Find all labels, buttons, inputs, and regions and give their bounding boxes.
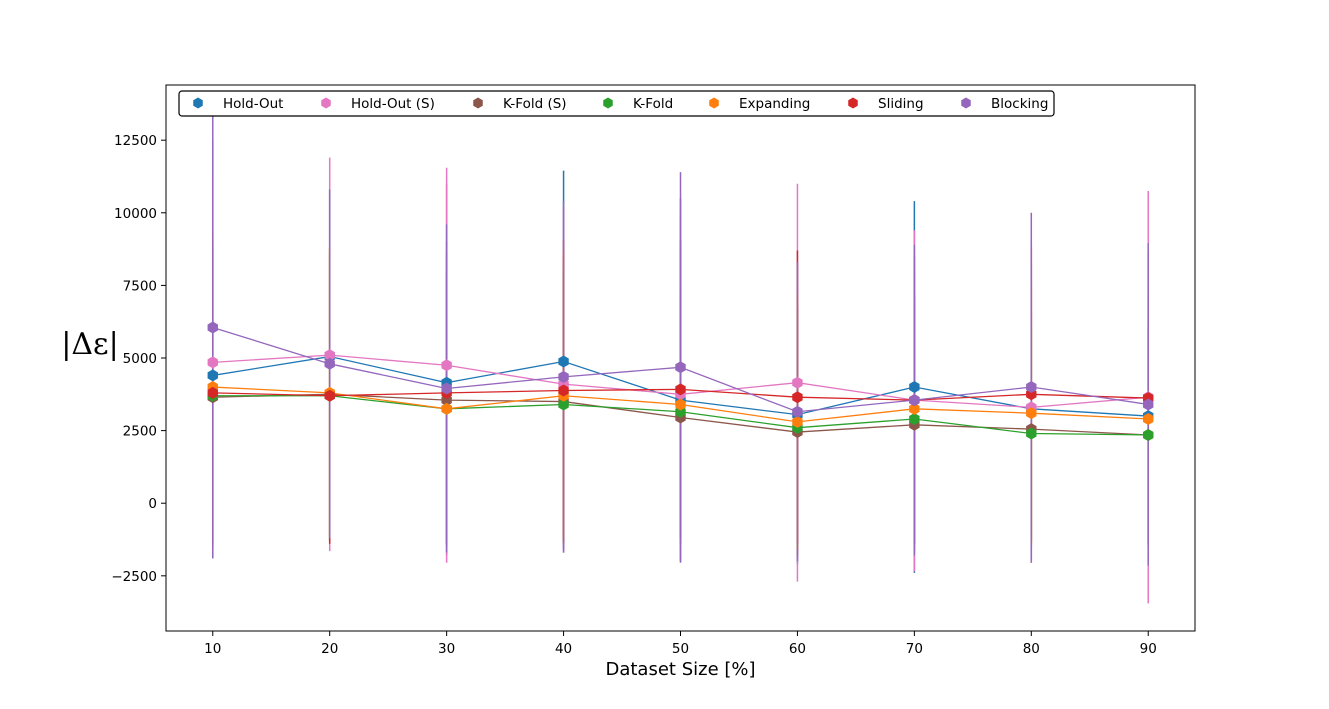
point-k-fold-70 [909, 412, 920, 425]
legend-marker-hold-out-s [321, 97, 331, 109]
y-tick-label--2500: −2500 [111, 569, 157, 585]
point-expanding-60 [792, 415, 803, 428]
y-tick-label-10000: 10000 [114, 206, 157, 222]
legend: Hold-Out Hold-Out (S) K-Fold (S) K-Fold Expa… [178, 90, 1055, 117]
point-hold-out-s-30 [441, 359, 452, 372]
legend-marker-blocking [961, 97, 971, 109]
point-blocking-30 [441, 382, 452, 395]
point-sliding-50 [675, 383, 686, 396]
point-k-fold-90 [1143, 428, 1154, 441]
point-blocking-20 [324, 357, 335, 370]
legend-label-blocking: Blocking [991, 96, 1048, 112]
point-hold-out-10 [207, 369, 218, 382]
legend-marker-hold-out [193, 97, 203, 109]
x-tick-label-80: 80 [1023, 641, 1040, 657]
x-tick-label-60: 60 [789, 641, 806, 657]
point-sliding-40 [558, 384, 569, 397]
point-blocking-40 [558, 370, 569, 383]
point-k-fold-80 [1026, 427, 1037, 440]
point-expanding-30 [441, 402, 452, 415]
x-tick-label-50: 50 [672, 641, 689, 657]
x-tick-label-10: 10 [204, 641, 221, 657]
point-expanding-80 [1026, 407, 1037, 420]
legend-label-hold-out-s: Hold-Out (S) [351, 96, 435, 112]
point-hold-out-s-10 [207, 356, 218, 369]
point-blocking-50 [675, 361, 686, 374]
point-blocking-90 [1143, 398, 1154, 411]
point-hold-out-s-20 [324, 349, 335, 362]
legend-label-expanding: Expanding [739, 96, 810, 112]
point-hold-out-s-60 [792, 376, 803, 389]
y-tick-label-2500: 2500 [123, 424, 157, 440]
y-tick-label-7500: 7500 [123, 278, 157, 294]
y-axis-label: |Δε| [61, 327, 118, 362]
legend-label-k-fold-s: K-Fold (S) [503, 96, 567, 112]
y-axis-ticks: −2500 0 2500 5000 7500 10000 12500 [111, 133, 166, 585]
x-tick-label-20: 20 [321, 641, 338, 657]
legend-label-sliding: Sliding [878, 96, 924, 112]
y-tick-label-0: 0 [148, 496, 157, 512]
legend-label-k-fold: K-Fold [633, 96, 673, 112]
x-tick-label-90: 90 [1140, 641, 1157, 657]
legend-label-hold-out: Hold-Out [223, 96, 283, 112]
point-expanding-70 [909, 402, 920, 415]
legend-box [178, 90, 1055, 117]
legend-marker-sliding [848, 97, 858, 109]
point-blocking-80 [1026, 381, 1037, 394]
legend-marker-expanding [709, 97, 719, 109]
series-markers [207, 321, 1154, 441]
point-k-fold-40 [558, 398, 569, 411]
point-sliding-20 [324, 389, 335, 402]
x-axis-label: Dataset Size [%] [605, 659, 755, 680]
point-expanding-90 [1143, 412, 1154, 425]
point-hold-out-40 [558, 355, 569, 368]
legend-marker-k-fold [603, 97, 613, 109]
x-tick-label-70: 70 [906, 641, 923, 657]
y-tick-label-12500: 12500 [114, 133, 157, 149]
point-blocking-60 [792, 405, 803, 418]
x-axis-ticks: 10 20 30 40 50 60 70 80 90 [204, 631, 1157, 657]
point-sliding-60 [792, 391, 803, 404]
x-tick-label-30: 30 [438, 641, 455, 657]
point-expanding-50 [675, 398, 686, 411]
x-tick-label-40: 40 [555, 641, 572, 657]
point-sliding-10 [207, 386, 218, 399]
point-blocking-70 [909, 394, 920, 407]
point-blocking-10 [207, 321, 218, 334]
legend-marker-k-fold-s [473, 97, 483, 109]
point-hold-out-70 [909, 381, 920, 394]
y-tick-label-5000: 5000 [123, 351, 157, 367]
